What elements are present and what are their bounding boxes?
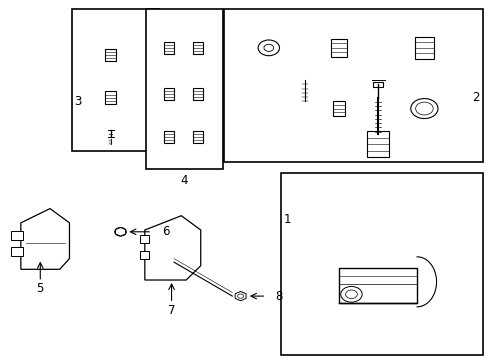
Text: 6: 6 — [162, 225, 169, 238]
Text: 1: 1 — [283, 213, 290, 226]
Bar — [193, 42, 203, 54]
Bar — [105, 91, 116, 104]
Bar — [339, 267, 416, 303]
Bar — [193, 131, 203, 143]
Circle shape — [258, 40, 279, 56]
Text: 8: 8 — [275, 289, 282, 303]
Polygon shape — [235, 292, 245, 301]
Polygon shape — [21, 208, 69, 269]
Bar — [331, 39, 346, 57]
Bar — [193, 88, 203, 100]
Circle shape — [340, 287, 362, 302]
Circle shape — [115, 228, 126, 236]
Bar — [163, 42, 174, 54]
Bar — [224, 9, 482, 162]
Bar — [105, 49, 116, 62]
Text: 2: 2 — [471, 91, 478, 104]
Bar — [11, 247, 23, 256]
Bar — [372, 82, 382, 87]
Bar — [332, 102, 345, 116]
Bar — [281, 173, 482, 355]
Bar — [140, 251, 148, 259]
Bar — [140, 235, 148, 243]
Bar — [366, 131, 388, 157]
Text: 4: 4 — [180, 174, 187, 186]
Bar — [414, 37, 433, 59]
Text: 7: 7 — [167, 304, 175, 317]
Text: 3: 3 — [74, 95, 81, 108]
Text: 5: 5 — [37, 283, 44, 296]
Circle shape — [237, 294, 243, 298]
Bar — [146, 9, 222, 169]
Circle shape — [410, 99, 437, 118]
Polygon shape — [144, 216, 201, 280]
Bar — [11, 231, 23, 240]
Circle shape — [415, 102, 432, 115]
Bar — [163, 131, 174, 143]
Polygon shape — [115, 228, 125, 236]
Circle shape — [345, 290, 357, 298]
Bar — [163, 88, 174, 100]
Bar — [72, 9, 159, 152]
Circle shape — [264, 44, 273, 51]
